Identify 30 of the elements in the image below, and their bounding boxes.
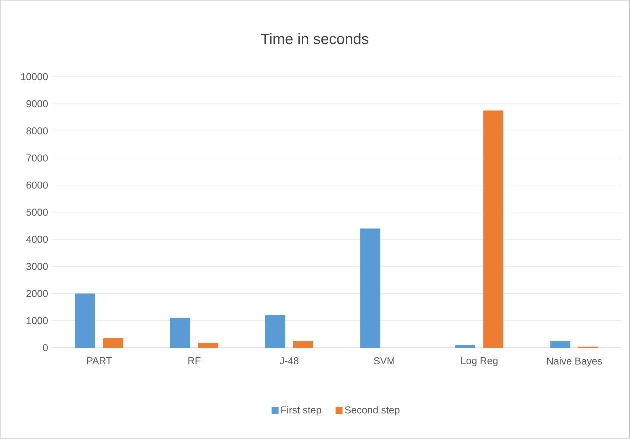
y-tick-label: 4000 — [26, 236, 48, 244]
x-tick-label: PART — [87, 358, 112, 364]
y-tick-label: 8000 — [26, 128, 48, 135]
legend-label: Second step — [345, 406, 400, 416]
bar — [360, 228, 381, 348]
y-tick-label: 0 — [43, 344, 48, 352]
bar — [170, 318, 190, 348]
chart-title: Time in seconds — [261, 33, 369, 44]
bar — [294, 341, 314, 348]
bar — [103, 338, 124, 348]
y-tick-label: 7000 — [26, 154, 48, 162]
bar — [75, 294, 96, 348]
bar — [198, 343, 218, 348]
y-tick-label: 1000 — [27, 317, 48, 324]
bar — [265, 315, 286, 348]
legend-label: First step — [282, 406, 322, 416]
bar — [550, 341, 571, 348]
y-tick-label: 9000 — [26, 100, 48, 108]
y-tick-label: 6000 — [26, 182, 48, 189]
y-tick-label: 10000 — [21, 73, 48, 80]
y-tick-label: 5000 — [26, 208, 48, 216]
y-tick-label: 2000 — [26, 290, 48, 298]
bar — [456, 345, 476, 348]
x-tick-label: SVM — [374, 358, 395, 365]
x-tick-label: RF — [188, 358, 201, 364]
x-tick-label: Log Reg — [462, 358, 498, 366]
bar — [484, 110, 504, 348]
y-tick-label: 3000 — [26, 263, 48, 270]
x-tick-label: J-48 — [280, 358, 299, 365]
x-tick-label: Naive Bayes — [547, 358, 602, 367]
